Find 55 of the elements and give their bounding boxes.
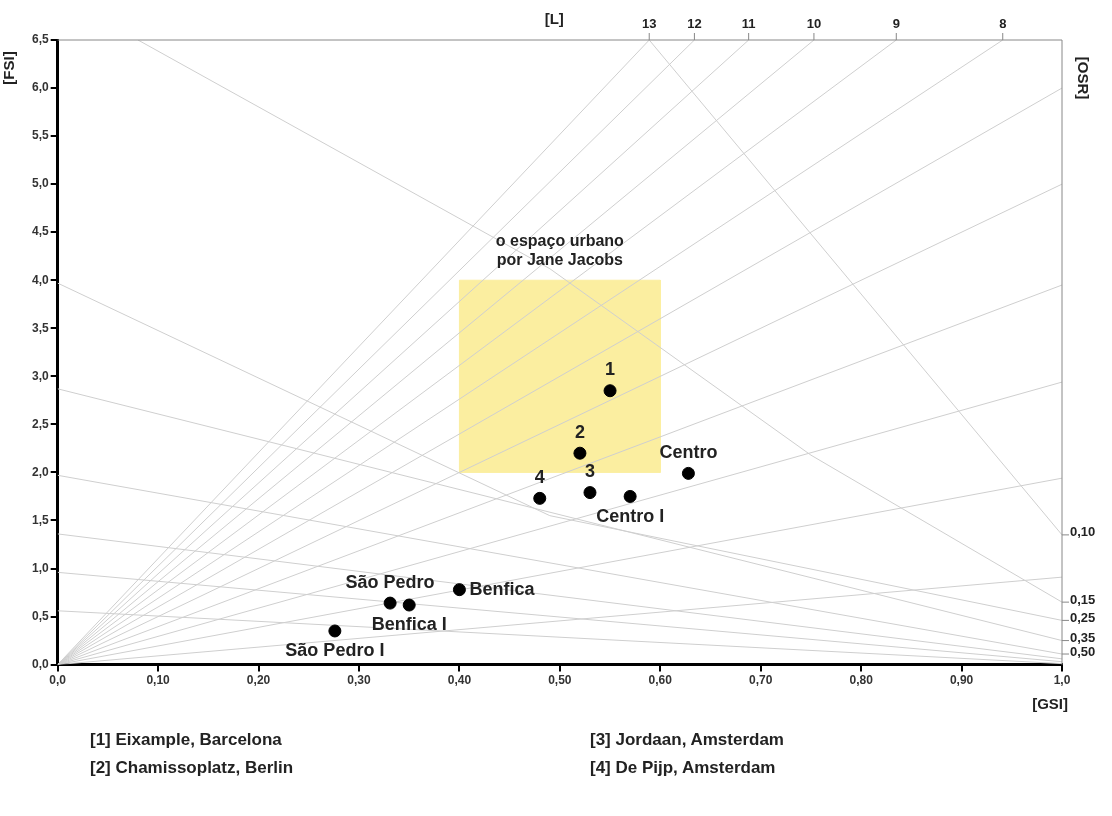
y-tick-label: 5,5 [31,128,49,143]
y-tick-label: 0,0 [31,656,49,671]
annotation: Centro I [596,505,665,526]
x-tick-label: 0,50 [548,673,572,688]
annotation: São Pedro I [285,640,385,661]
y-tick-label: 0,5 [31,608,49,623]
x-tick-label: 0,20 [246,673,271,688]
y-tick-label: 1,5 [31,512,49,527]
x-tick-label: 0,70 [749,673,773,688]
annotation: 0,25 [1070,609,1096,625]
annotation: Centro [659,441,718,462]
x-tick-label: 0,80 [849,673,874,688]
y-tick-label: 4,5 [31,224,49,239]
y-tick-label: 3,0 [31,368,49,383]
annotation: 11 [741,15,756,31]
x-tick-label: 0,30 [347,673,371,688]
text: [4] De Pijp, Amsterdam [590,758,777,778]
annotation: 10 [806,15,822,31]
annotation: São Pedro [345,571,435,592]
text: [3] Jordaan, Amsterdam [590,730,785,750]
annotation: 13 [641,15,657,31]
x-tick-label: 0,0 [49,673,67,688]
annotation: 0,50 [1070,643,1096,659]
text: [1] Eixample, Barcelona [90,730,283,750]
annotation: Benfica [469,578,536,599]
x-tick-label: 0,60 [648,673,673,688]
y-axis-title: [FSI] [0,51,17,85]
y-tick-label: 6,0 [31,80,49,95]
annotation: 8 [999,15,1007,31]
y-tick-label: 5,0 [31,176,49,191]
annotation: 9 [892,15,900,31]
text: [2] Chamissoplatz, Berlin [90,758,295,778]
annotation: 0,35 [1070,630,1096,646]
x-tick-label: 0,40 [447,673,472,688]
y-tick-label: 2,5 [31,416,49,431]
x-axis-title: [GSI] [1032,694,1068,712]
y-tick-label: 6,5 [31,32,49,47]
x-tick-label: 0,10 [146,673,171,688]
annotation: 3 [584,461,595,482]
y-tick-label: 4,0 [31,272,49,287]
annotation: 2 [574,421,585,442]
annotation: o espaço urbano por Jane Jacobs [495,232,625,269]
x-tick-label: 0,90 [949,673,974,688]
y-tick-label: 2,0 [31,464,49,479]
annotation: 12 [687,15,702,31]
y-tick-label: 1,0 [31,560,49,575]
x-tick-label: 1,0 [1053,673,1071,688]
annotation: 4 [534,466,545,487]
annotation: 0,10 [1070,524,1096,540]
annotation: Benfica I [371,614,447,635]
y2-axis-title: [OSR] [1074,56,1092,100]
annotation: 0,15 [1070,591,1096,607]
x2-axis-title: [L] [544,10,564,28]
y-tick-label: 3,5 [31,320,49,335]
annotation: 1 [605,359,616,380]
